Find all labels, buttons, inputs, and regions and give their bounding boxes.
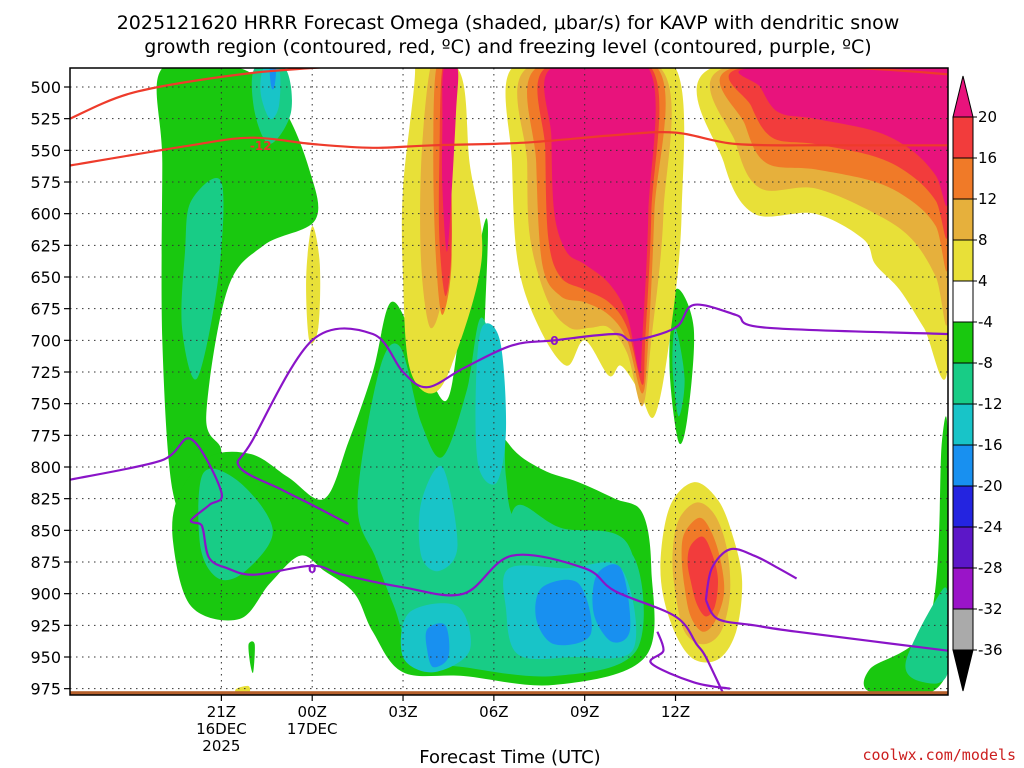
y-tick-label: 625 — [30, 236, 61, 255]
colorbar-swatch — [952, 198, 974, 241]
contour-lines: -12 0 0 — [70, 68, 948, 695]
colorbar-label: -16 — [978, 436, 1003, 454]
omega-region-4 — [269, 68, 277, 90]
plot-area: -12 0 0 — [69, 67, 949, 696]
omega-region-0 — [156, 68, 319, 521]
x-tick-label: 16DEC — [196, 720, 247, 738]
freezing-contour-fz-secondary — [236, 303, 948, 525]
y-tick-label: 900 — [30, 585, 61, 604]
colorbar-swatch — [952, 608, 974, 651]
colorbar-swatch — [952, 321, 974, 364]
omega-region-20 — [248, 641, 255, 673]
omega-region-19 — [905, 587, 948, 684]
freezing-contour-fz-bottom — [649, 631, 731, 690]
x-tick-label: 00Z — [298, 703, 327, 721]
colorbar-label: -24 — [978, 518, 1003, 536]
x-tick-label: 06Z — [479, 703, 508, 721]
chart-title-line2: growth region (contoured, red, ºC) and f… — [144, 36, 871, 58]
grid-lines — [70, 68, 948, 695]
y-tick-label: 750 — [30, 395, 61, 414]
y-tick-label: 650 — [30, 268, 61, 287]
x-tick-label: 03Z — [388, 703, 417, 721]
y-tick-label: 500 — [30, 78, 61, 97]
x-axis-label: Forecast Time (UTC) — [419, 747, 600, 768]
omega-region-3 — [260, 68, 281, 120]
colorbar-label: -4 — [978, 313, 993, 331]
colorbar-label: 12 — [978, 190, 997, 208]
colorbar-label: -36 — [978, 641, 1003, 659]
colorbar-label: -12 — [978, 395, 1003, 413]
colorbar-label: 8 — [978, 231, 988, 249]
omega-region-14 — [592, 564, 631, 643]
colorbar-swatch — [952, 362, 974, 405]
y-tick-label: 800 — [30, 458, 61, 477]
y-tick-label: 925 — [30, 616, 61, 635]
x-tick-label: 09Z — [570, 703, 599, 721]
y-tick-label: 975 — [30, 680, 61, 699]
colorbar-swatch — [952, 485, 974, 528]
x-tick-label: 17DEC — [287, 720, 338, 738]
contour-label-2: 0 — [308, 562, 316, 576]
omega-region-1 — [181, 177, 224, 380]
colorbar: 20 16 12 8 4 -4 -8 -12 -16 -20 -24 -28 -32 -36 — [952, 75, 1003, 692]
contour-label-1: 0 — [550, 334, 558, 348]
colorbar-label: -32 — [978, 600, 1003, 618]
colorbar-arrow-top — [952, 75, 974, 118]
colorbar-swatch — [952, 403, 974, 446]
y-tick-label: 600 — [30, 205, 61, 224]
x-tick-label: 2025 — [202, 737, 240, 755]
terrain-strip — [70, 691, 948, 695]
y-tick-label: 775 — [30, 426, 61, 445]
y-tick-label: 725 — [30, 363, 61, 382]
omega-region-8 — [198, 468, 273, 581]
y-tick-label: 525 — [30, 110, 61, 129]
omega-region-9 — [418, 465, 458, 572]
colorbar-label: 16 — [978, 149, 997, 167]
contour-label-0: -12 — [250, 139, 272, 153]
omega-region-41 — [687, 536, 718, 617]
freezing-contour-fz-right — [704, 547, 798, 601]
omega-region-35 — [738, 68, 948, 206]
omega-shaded-fields — [156, 68, 948, 695]
colorbar-label: 20 — [978, 108, 997, 126]
plot-frame — [69, 67, 949, 696]
y-tick-label: 550 — [30, 141, 61, 160]
dgz-contour-red-lower — [70, 131, 948, 167]
y-tick-label: 675 — [30, 300, 61, 319]
dgz-contour-red-upper — [70, 68, 948, 120]
colorbar-label: -28 — [978, 559, 1003, 577]
colorbar-swatch — [952, 157, 974, 200]
omega-region-17 — [672, 327, 685, 417]
y-tick-label: 700 — [30, 331, 61, 350]
freezing-contour-fz-right-lower — [704, 599, 948, 652]
y-tick-label: 575 — [30, 173, 61, 192]
colorbar-swatch — [952, 116, 974, 159]
credit-text: coolwx.com/models — [862, 746, 1016, 764]
y-tick-label: 875 — [30, 553, 61, 572]
y-tick-label: 850 — [30, 521, 61, 540]
colorbar-swatch — [952, 444, 974, 487]
omega-region-30 — [544, 68, 656, 373]
omega-region-13 — [535, 579, 592, 646]
colorbar-label: -20 — [978, 477, 1003, 495]
colorbar-label: 4 — [978, 272, 988, 290]
colorbar-swatch — [952, 567, 974, 610]
y-tick-label: 950 — [30, 648, 61, 667]
omega-region-36 — [306, 226, 321, 344]
y-tick-label: 825 — [30, 490, 61, 509]
chart-title-line1: 2025121620 HRRR Forecast Omega (shaded, … — [117, 12, 900, 34]
freezing-contour-fz-main — [70, 437, 725, 695]
x-tick-label: 21Z — [207, 703, 236, 721]
y-axis-pressure: 500 525 550 575 600 625 650 675 700 725 750 775 800 8… — [30, 78, 70, 699]
colorbar-arrow-bottom — [952, 649, 974, 692]
colorbar-swatch — [952, 239, 974, 282]
colorbar-swatch — [952, 526, 974, 569]
colorbar-swatch — [952, 280, 974, 323]
omega-region-15 — [425, 623, 450, 668]
omega-region-25 — [441, 68, 459, 252]
x-tick-label: 12Z — [661, 703, 690, 721]
colorbar-label: -8 — [978, 354, 993, 372]
